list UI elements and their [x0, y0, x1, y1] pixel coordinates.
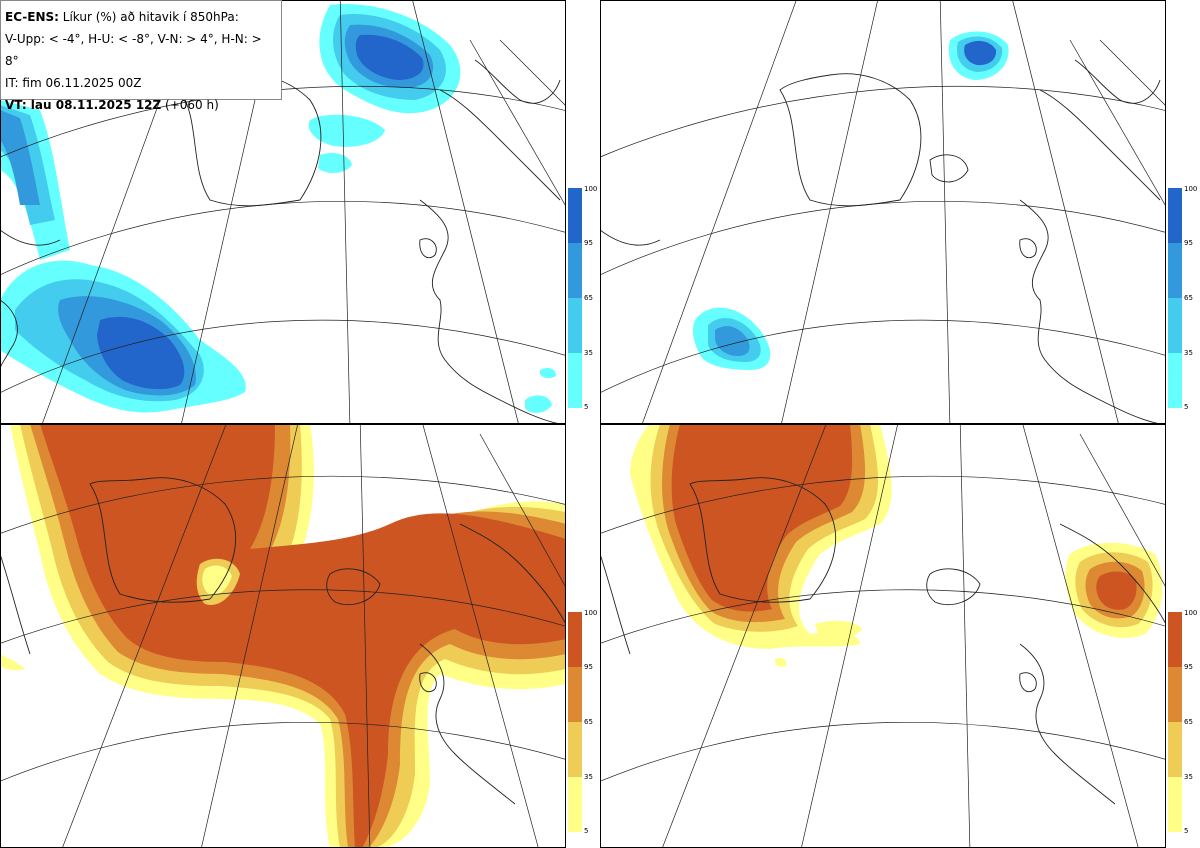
warm-probability-field	[0, 424, 566, 848]
colorbar-tick-label: 65	[584, 294, 593, 302]
cold-probability-field	[692, 31, 1009, 370]
title-description: Líkur (%) að hitavik í 850hPa:	[58, 10, 239, 24]
colorbar-tick-label: 5	[1184, 403, 1189, 411]
colorbar-tick-label: 35	[584, 349, 593, 357]
map-panel-top-right	[600, 0, 1166, 424]
title-model-name: EC-ENS:	[5, 10, 59, 24]
colorbar-tick-label: 95	[584, 239, 593, 247]
title-line-1: EC-ENS: Líkur (%) að hitavik í 850hPa:	[5, 6, 277, 28]
coastlines	[600, 477, 1166, 805]
map-panel-bottom-right	[600, 424, 1166, 848]
colorbar-cold-right	[1168, 188, 1182, 408]
title-line-thresholds: V-Upp: < -4°, H-U: < -8°, V-N: > 4°, H-N…	[5, 32, 262, 68]
colorbar-tick-label: 5	[584, 403, 589, 411]
colorbar-cold-left	[568, 188, 582, 408]
cold-probability-field	[0, 4, 556, 413]
title-line-valid-time: VT: lau 08.11.2025 12Z (+060 h)	[5, 94, 277, 116]
colorbar-tick-label: 95	[1184, 663, 1193, 671]
colorbar-tick-label: 5	[1184, 827, 1189, 835]
map-title-box: EC-ENS: Líkur (%) að hitavik í 850hPa: V…	[0, 0, 282, 112]
coastlines	[600, 59, 1161, 424]
valid-time-label: VT: lau 08.11.2025 12Z	[5, 98, 162, 112]
graticule-lines	[600, 0, 1166, 424]
warm-probability-field	[630, 424, 1163, 667]
colorbar-tick-label: 5	[584, 827, 589, 835]
colorbar-tick-label: 100	[584, 609, 598, 617]
coastlines	[0, 477, 566, 805]
colorbar-tick-label: 35	[584, 773, 593, 781]
colorbar-tick-label: 65	[1184, 294, 1193, 302]
colorbar-tick-label: 35	[1184, 349, 1193, 357]
colorbar-warm-right	[1168, 612, 1182, 832]
colorbar-tick-label: 95	[1184, 239, 1193, 247]
title-line-init-time: IT: fim 06.11.2025 00Z	[5, 76, 142, 90]
colorbar-tick-label: 65	[584, 718, 593, 726]
colorbar-tick-label: 65	[1184, 718, 1193, 726]
colorbar-tick-label: 100	[1184, 609, 1198, 617]
colorbar-tick-label: 35	[1184, 773, 1193, 781]
colorbar-tick-label: 95	[584, 663, 593, 671]
map-panel-bottom-left	[0, 424, 566, 848]
map-panel-top-left	[0, 0, 566, 424]
colorbar-tick-label: 100	[584, 185, 598, 193]
colorbar-warm-left	[568, 612, 582, 832]
colorbar-tick-label: 100	[1184, 185, 1198, 193]
forecast-hour: (+060 h)	[161, 98, 219, 112]
